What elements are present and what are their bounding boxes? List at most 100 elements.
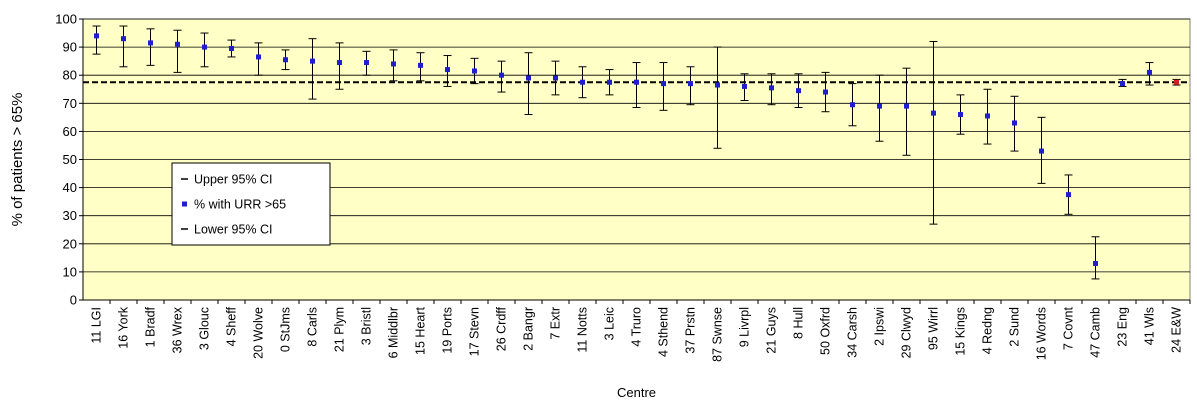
data-point xyxy=(94,33,99,39)
data-point xyxy=(121,36,126,42)
x-tick-label: 95 Wirrl xyxy=(927,307,941,350)
x-tick-label: 16 York xyxy=(117,306,131,348)
data-point xyxy=(1012,120,1017,126)
legend-label: Lower 95% CI xyxy=(194,223,273,237)
x-tick-label: 21 Plym xyxy=(333,307,347,352)
data-point xyxy=(634,79,639,85)
x-tick-label: 3 Bristl xyxy=(360,307,374,345)
y-tick-label: 30 xyxy=(63,208,77,223)
data-point xyxy=(958,112,963,118)
data-point xyxy=(607,79,612,85)
data-point xyxy=(769,85,774,91)
x-tick-label: 11 LGI xyxy=(90,307,104,344)
legend: Upper 95% CI % with URR >65 Lower 95% CI xyxy=(171,162,331,246)
x-tick-label: 47 Camb xyxy=(1089,307,1103,358)
x-tick-label: 37 Prstn xyxy=(684,307,698,354)
legend-box xyxy=(171,162,331,246)
x-tick-label: 26 Crdff xyxy=(495,306,509,351)
data-point xyxy=(553,75,558,81)
data-point xyxy=(1039,148,1044,154)
data-point xyxy=(364,60,369,66)
x-tick-label: 0 StJms xyxy=(279,307,293,352)
x-tick-label: 2 Sund xyxy=(1008,307,1022,347)
data-point xyxy=(715,82,720,88)
x-tick-label: 36 Wrex xyxy=(171,306,185,353)
data-point xyxy=(1147,69,1152,75)
y-tick-label: 60 xyxy=(63,124,77,139)
x-tick-label: 15 Heart xyxy=(414,306,428,354)
data-point xyxy=(1120,81,1125,87)
x-tick-label: 50 Oxfrd xyxy=(819,307,833,355)
x-tick-label: 24 E&W xyxy=(1170,307,1184,353)
x-tick-label: 34 Carsh xyxy=(846,307,860,358)
x-tick-label: 2 Bangr xyxy=(522,307,536,351)
data-point xyxy=(931,110,936,116)
y-tick-label: 40 xyxy=(63,180,77,195)
data-point xyxy=(337,60,342,66)
x-tick-label: 4 Sheff xyxy=(225,306,239,346)
x-tick-label: 41 Wls xyxy=(1143,307,1157,345)
data-point xyxy=(526,75,531,81)
y-axis-title: % of patients > 65% xyxy=(9,93,26,227)
data-point xyxy=(688,81,693,87)
x-tick-label: 6 Middlbr xyxy=(387,307,401,358)
y-tick-label: 20 xyxy=(63,236,77,251)
y-tick-label: 10 xyxy=(63,264,77,279)
data-point xyxy=(256,54,261,60)
data-point xyxy=(1174,79,1179,85)
data-point xyxy=(877,103,882,109)
data-point xyxy=(175,41,180,47)
data-point xyxy=(661,81,666,87)
data-point xyxy=(202,44,207,50)
data-point xyxy=(148,40,153,46)
x-tick-label: 17 Stevn xyxy=(468,307,482,356)
x-tick-label: 4 Redng xyxy=(981,307,995,354)
data-point xyxy=(445,67,450,73)
data-point xyxy=(1066,192,1071,198)
data-point xyxy=(823,89,828,95)
y-tick-label: 0 xyxy=(70,293,77,308)
data-point xyxy=(1093,260,1098,266)
data-point xyxy=(283,57,288,63)
x-tick-label: 3 Glouc xyxy=(198,307,212,350)
x-tick-label: 4 Sthend xyxy=(657,307,671,357)
x-tick-label: 19 Ports xyxy=(441,307,455,354)
data-point xyxy=(391,61,396,67)
legend-marker-point xyxy=(182,201,187,207)
x-tick-label: 15 Kings xyxy=(954,307,968,356)
data-point xyxy=(850,102,855,108)
data-point xyxy=(985,113,990,119)
x-tick-label: 9 Livrpl xyxy=(738,307,752,347)
legend-label: Upper 95% CI xyxy=(194,173,273,187)
x-tick-label: 29 Clwyd xyxy=(900,307,914,358)
x-tick-label: 20 Wolve xyxy=(252,307,266,359)
x-tick-label: 1 Bradf xyxy=(144,306,158,347)
data-point xyxy=(229,46,234,52)
data-point xyxy=(742,83,747,89)
x-tick-label: 8 Carls xyxy=(306,307,320,347)
data-point xyxy=(499,72,504,78)
data-point xyxy=(796,88,801,94)
y-tick-label: 100 xyxy=(55,12,77,27)
y-tick-label: 80 xyxy=(63,68,77,83)
y-tick-label: 50 xyxy=(63,152,77,167)
x-tick-label: 4 Truro xyxy=(630,307,644,347)
y-tick-label: 90 xyxy=(63,40,77,55)
x-tick-label: 7 Covnt xyxy=(1062,306,1076,350)
x-tick-label: 8 Hull xyxy=(792,307,806,339)
data-point xyxy=(904,103,909,109)
x-axis-title: Centre xyxy=(617,385,656,400)
legend-label: % with URR >65 xyxy=(194,198,286,212)
x-tick-label: 87 Swnse xyxy=(711,307,725,362)
data-point xyxy=(472,68,477,74)
x-tick-label: 23 Eng xyxy=(1116,307,1130,347)
data-point xyxy=(418,62,423,68)
x-tick-label: 3 Leic xyxy=(603,307,617,340)
y-tick-label: 70 xyxy=(63,96,77,111)
data-point xyxy=(580,79,585,85)
x-tick-label: 16 Words xyxy=(1035,307,1049,360)
x-tick-label: 7 Extr xyxy=(549,307,563,340)
x-tick-label: 2 Ipswi xyxy=(873,307,887,346)
data-point xyxy=(310,58,315,64)
